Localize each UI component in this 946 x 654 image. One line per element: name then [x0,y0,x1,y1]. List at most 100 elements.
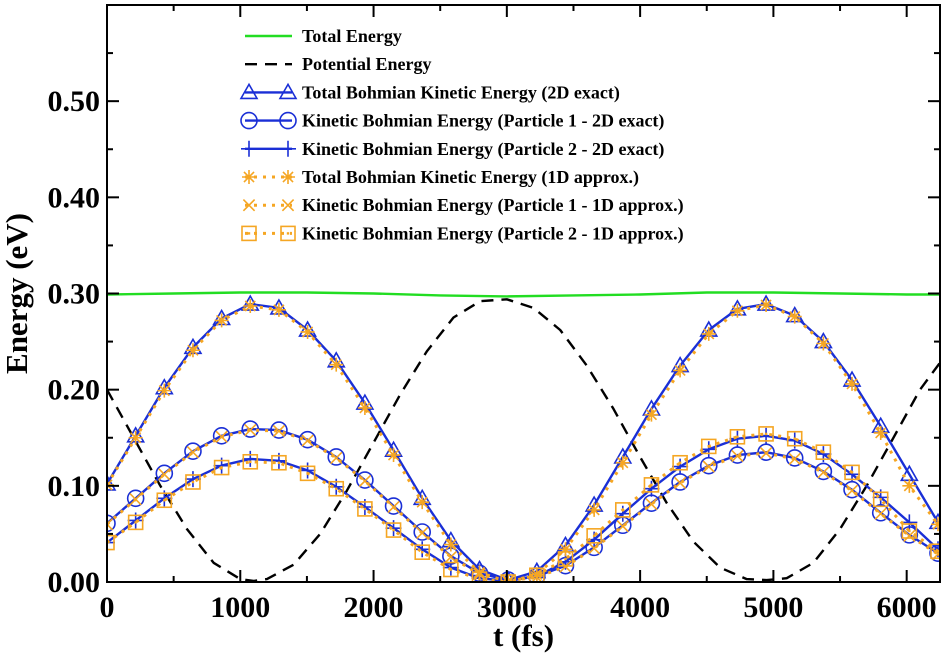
data-point [157,383,172,398]
data-point [672,454,688,471]
x-tick-label: 5000 [743,591,803,624]
data-point [156,492,173,509]
legend-label: Kinetic Bohmian Energy (Particle 2 - 1D … [302,223,684,244]
x-tick-label: 2000 [344,591,404,624]
data-point [386,448,401,463]
data-point [328,480,345,497]
data-point [126,489,145,508]
legend-entry: Total Energy [245,26,402,46]
data-point [786,430,803,447]
data-point [874,507,887,520]
data-point [700,441,717,458]
legend-label: Kinetic Bohmian Energy (Particle 1 - 1D … [302,195,684,216]
data-point [730,303,745,318]
data-point [615,455,630,470]
x-tick-label: 4000 [610,591,670,624]
data-point [271,302,286,317]
series-2 [107,298,940,582]
data-point-dot [879,498,882,501]
data-point [500,574,516,582]
legend-entry: Kinetic Bohmian Energy (Particle 2 - 1D … [241,223,684,244]
data-point [298,430,317,449]
x-tick-label: 0 [100,591,115,624]
data-point [557,551,574,567]
legend-marker [240,111,258,130]
y-axis-title: Energy (eV) [0,213,34,374]
data-point [271,454,287,471]
data-point [185,474,201,490]
data-point-dot [592,534,596,538]
legend-entry: Total Bohmian Kinetic Energy (2D exact) [239,82,620,103]
data-point [327,448,346,466]
data-point-dot [449,568,453,571]
data-point [757,443,775,461]
legend-entry: Potential Energy [245,54,431,74]
data-point [644,407,659,422]
data-point [530,571,543,582]
data-point [443,561,459,578]
data-point [215,430,228,443]
legend-marker [279,111,297,130]
data-point [244,423,257,437]
legend-marker-dot [247,232,251,235]
legend-marker [239,82,259,100]
data-point [873,425,888,440]
legend-entry: Kinetic Bohmian Energy (Particle 2 - 2D … [241,139,664,160]
data-point-dot [363,507,367,511]
data-point [357,501,373,517]
legend-label: Kinetic Bohmian Energy (Particle 2 - 2D … [302,139,664,160]
y-tick-label: 0.50 [48,85,101,118]
data-point [673,363,688,378]
x-axis-title: t (fs) [493,618,554,653]
y-tick-label: 0.40 [48,181,101,214]
data-point [270,421,288,439]
y-tick-label: 0.10 [48,470,101,503]
data-point-dot [564,557,567,561]
y-tick-label: 0.00 [48,566,101,599]
data-point-dot [335,487,338,490]
data-point-dot [535,574,539,577]
data-point [529,567,545,582]
data-point-dot [392,528,395,532]
data-point [930,543,940,560]
data-point [107,534,115,551]
data-point [931,517,940,532]
data-point [356,471,374,489]
legend-label: Potential Energy [302,54,431,74]
data-point [901,523,918,539]
legend-marker-dot [286,232,290,235]
y-tick-label: 0.20 [48,374,101,407]
data-point [616,520,629,533]
legend-marker [281,199,295,212]
series-8 [107,426,940,582]
data-point [107,534,115,551]
data-point-dot [277,461,281,464]
data-point-dot [191,480,195,484]
data-point-dot [764,432,768,436]
legend-marker [281,170,295,184]
data-point-dot [220,466,223,469]
data-point-dot [249,460,252,463]
data-point [242,450,259,467]
data-point-dot [478,577,481,581]
data-point-dot [822,450,825,454]
data-point-dot [134,521,137,524]
data-point [731,449,744,463]
legend-marker [241,140,257,157]
data-point [243,299,258,314]
legend-marker [242,170,256,184]
data-point [759,298,774,313]
data-point [272,424,286,438]
data-point-dot [707,445,710,448]
data-point [699,456,718,475]
data-point [385,522,402,538]
data-point-dot [793,437,796,440]
series-line [107,428,939,582]
data-point [107,514,116,533]
legend-label: Total Bohmian Kinetic Energy (2D exact) [302,82,620,103]
y-tick-label: 0.30 [48,278,101,311]
data-point [214,313,229,328]
data-point [129,493,142,506]
series-1 [107,291,940,298]
